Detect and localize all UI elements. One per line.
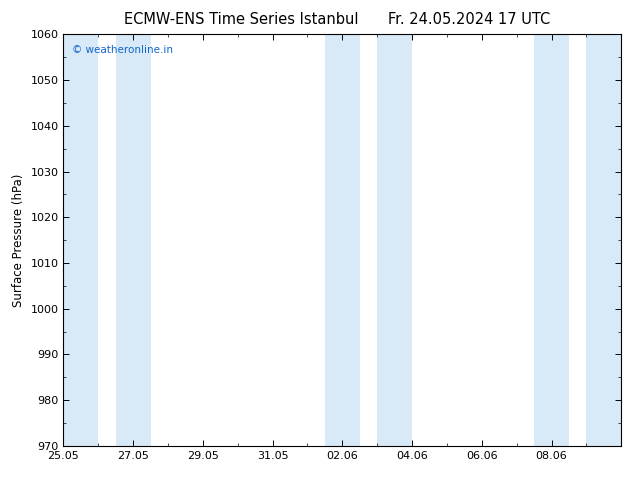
Bar (586, 34, 621, 446)
Text: © weatheronline.in: © weatheronline.in (72, 45, 173, 54)
Bar (325, 34, 359, 446)
Bar (63, 34, 98, 446)
Text: Fr. 24.05.2024 17 UTC: Fr. 24.05.2024 17 UTC (388, 12, 550, 27)
Bar (115, 34, 150, 446)
Bar (377, 34, 412, 446)
Y-axis label: Surface Pressure (hPa): Surface Pressure (hPa) (12, 173, 25, 307)
Text: ECMW-ENS Time Series Istanbul: ECMW-ENS Time Series Istanbul (124, 12, 358, 27)
Bar (534, 34, 569, 446)
